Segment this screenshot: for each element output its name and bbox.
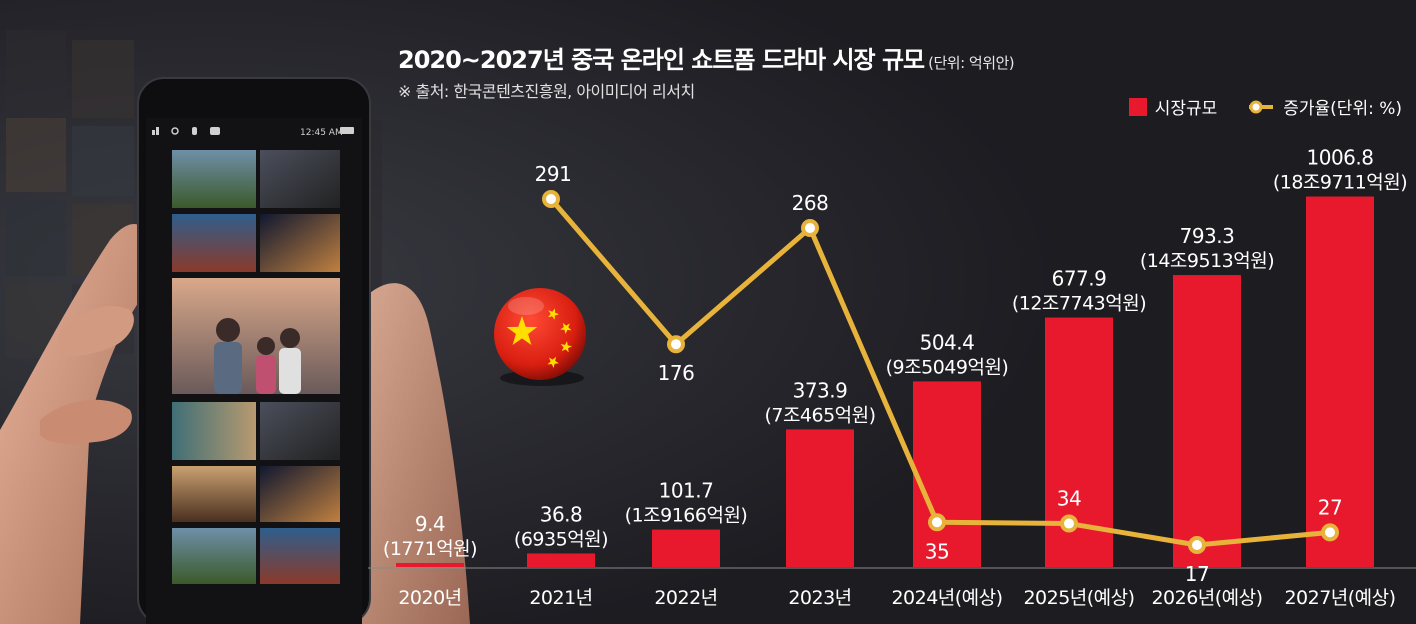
x-tick-label: 2026년(예상)	[1151, 587, 1262, 609]
growth-label: 291	[535, 162, 572, 186]
bar	[786, 429, 854, 567]
growth-label: 34	[1057, 487, 1081, 511]
legend: 시장규모 증가율(단위: %)	[1128, 94, 1402, 119]
legend-line-label: 증가율(단위: %)	[1283, 99, 1402, 119]
x-tick-label: 2025년(예상)	[1023, 587, 1134, 609]
bar-sub-label: (1771억원)	[383, 538, 477, 560]
legend-bar-label: 시장규모	[1154, 99, 1218, 119]
bar	[652, 529, 720, 567]
growth-point	[1188, 536, 1206, 554]
growth-point	[667, 335, 685, 354]
bar-sub-label: (18조9711억원)	[1273, 171, 1407, 193]
x-tick-label: 2027년(예상)	[1284, 587, 1395, 609]
bar-value-label: 504.4	[920, 330, 975, 354]
bar-sub-label: (7조465억원)	[764, 404, 875, 426]
bar	[527, 553, 595, 567]
bar-value-label: 101.7	[659, 479, 714, 503]
chart-unit: (단위: 억위안)	[928, 54, 1015, 72]
x-tick-label: 2021년	[529, 587, 592, 609]
bar-sub-label: (6935억원)	[514, 528, 608, 550]
china-flag-icon	[494, 288, 586, 386]
x-tick-label: 2020년	[398, 587, 461, 609]
thumbnail-2	[260, 150, 340, 208]
growth-label: 27	[1318, 495, 1342, 519]
bar	[396, 563, 464, 567]
bar	[913, 381, 981, 567]
bar-value-label: 373.9	[793, 378, 848, 402]
thumbnail-7	[172, 466, 256, 522]
thumbnail-6	[260, 402, 340, 460]
title-block: 2020~2027년 중국 온라인 쇼트폼 드라마 시장 규모 (단위: 억위안)	[398, 40, 1015, 75]
bar	[1173, 275, 1241, 567]
x-tick-label: 2022년	[654, 587, 717, 609]
thumbnail-10	[260, 528, 340, 584]
growth-label: 176	[658, 361, 695, 385]
growth-label: 35	[925, 539, 949, 563]
bar-sub-label: (14조9513억원)	[1140, 250, 1274, 272]
phone: 12:45 AM	[137, 77, 371, 624]
chart-source: ※ 출처: 한국콘텐츠진흥원, 아이미디어 리서치	[398, 82, 695, 101]
growth-point	[1321, 523, 1339, 542]
bar-value-label: 9.4	[415, 512, 445, 536]
thumbnail-4	[260, 214, 340, 272]
bar-value-label: 1006.8	[1307, 145, 1374, 169]
x-tick-label: 2023년	[788, 587, 851, 609]
legend-bar-swatch	[1128, 97, 1147, 116]
chart-title: 2020~2027년 중국 온라인 쇼트폼 드라마 시장 규모	[398, 46, 925, 74]
bar-sub-label: (9조5049억원)	[886, 356, 1009, 378]
bar-value-label: 36.8	[540, 502, 583, 526]
bar-value-label: 793.3	[1180, 224, 1235, 248]
thumbnail-8	[260, 466, 340, 522]
growth-label: 17	[1185, 562, 1209, 586]
growth-point	[928, 513, 946, 532]
growth-point	[1060, 514, 1078, 533]
thumbnail-1	[172, 150, 256, 208]
phone-status-bar	[152, 127, 354, 135]
growth-point	[801, 219, 819, 238]
thumbnail-9	[172, 528, 256, 584]
growth-label: 268	[792, 191, 829, 215]
thumbnail-3	[172, 214, 256, 272]
x-tick-label: 2024년(예상)	[891, 587, 1002, 609]
hand-illustration	[0, 223, 470, 624]
bar	[1306, 196, 1374, 567]
bar-sub-label: (1조9166억원)	[625, 505, 748, 527]
legend-line-swatch	[1249, 100, 1274, 113]
thumbnail-5	[172, 402, 256, 460]
bar-value-label: 677.9	[1052, 267, 1107, 291]
growth-point	[542, 190, 560, 208]
chart-plot-area: 9.4(1771억원)2020년36.8(6935억원)2021년101.7(1…	[368, 145, 1416, 609]
phone-clock: 12:45 AM	[300, 128, 343, 138]
featured-people	[214, 318, 301, 394]
bar-sub-label: (12조7743억원)	[1012, 293, 1146, 315]
